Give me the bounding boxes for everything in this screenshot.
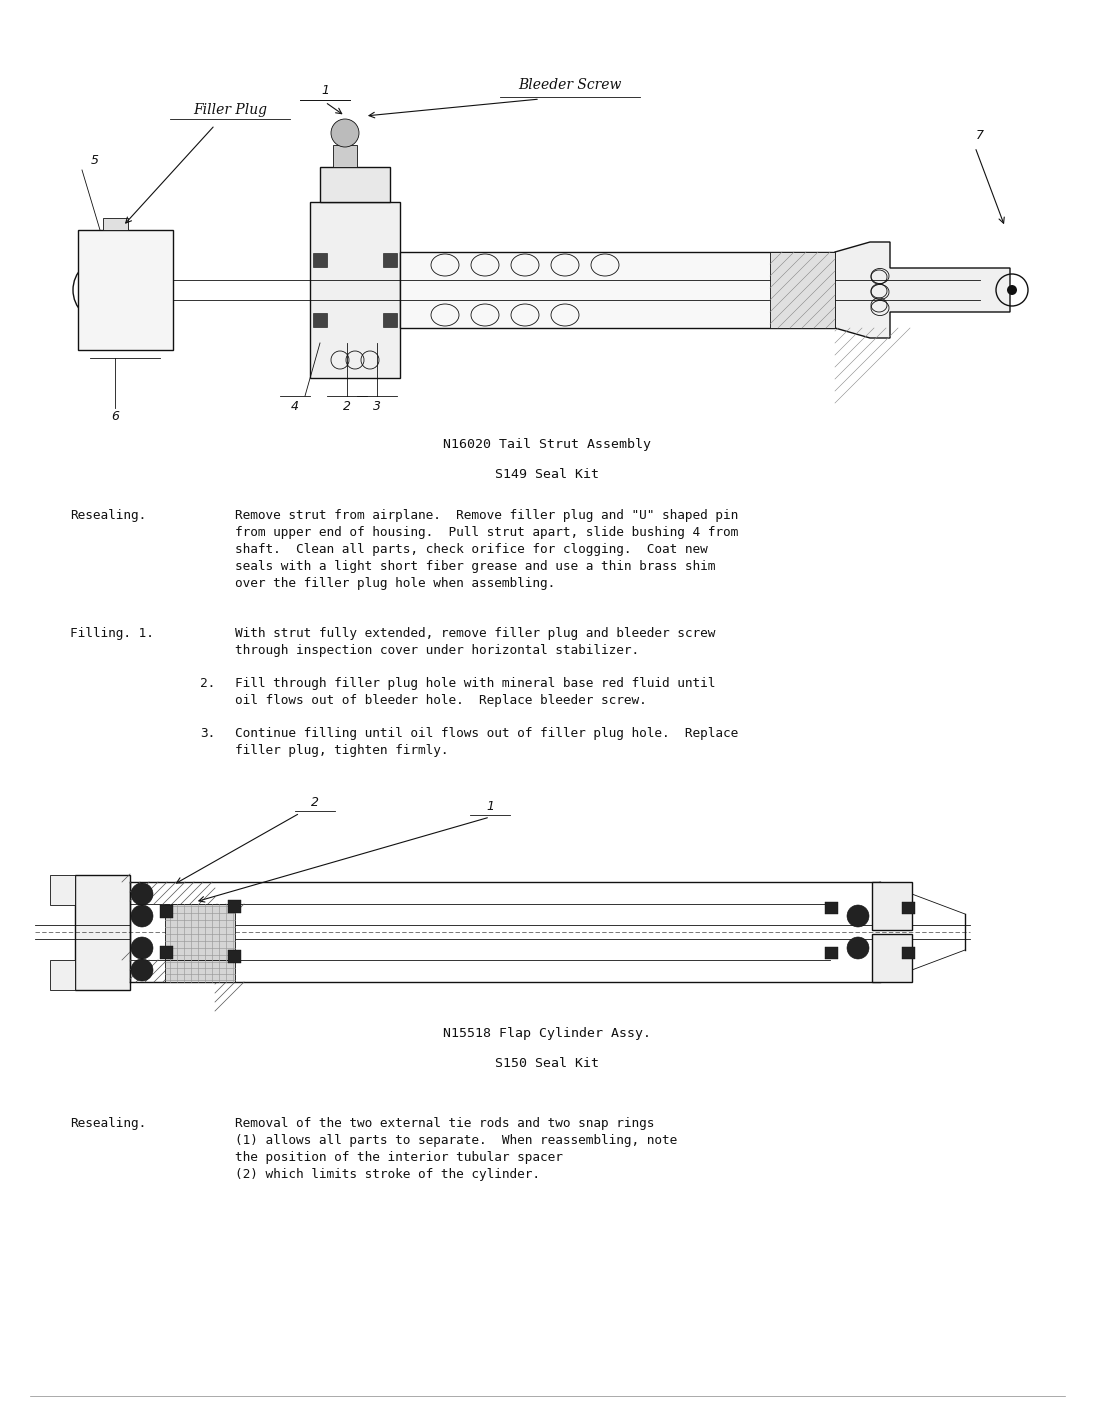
- Bar: [902, 947, 915, 959]
- Polygon shape: [835, 242, 1010, 338]
- Circle shape: [131, 905, 153, 928]
- Text: Filling. 1.: Filling. 1.: [70, 626, 154, 641]
- Bar: [313, 253, 327, 267]
- Text: 2: 2: [311, 796, 319, 809]
- Bar: [50, 874, 74, 905]
- Bar: [50, 960, 74, 990]
- Text: Fill through filler plug hole with mineral base red fluid until
oil flows out of: Fill through filler plug hole with miner…: [235, 677, 715, 707]
- Circle shape: [331, 119, 359, 147]
- Bar: [872, 935, 912, 981]
- Bar: [165, 960, 235, 981]
- Bar: [78, 230, 173, 351]
- Bar: [825, 947, 838, 959]
- Bar: [825, 902, 838, 913]
- Text: Resealing.: Resealing.: [70, 1117, 147, 1130]
- Text: S150 Seal Kit: S150 Seal Kit: [496, 1058, 599, 1070]
- Circle shape: [1007, 286, 1017, 296]
- Bar: [74, 874, 130, 990]
- Bar: [770, 252, 835, 328]
- Text: Removal of the two external tie rods and two snap rings
(1) allows all parts to : Removal of the two external tie rods and…: [235, 1117, 677, 1181]
- Text: 7: 7: [976, 129, 984, 141]
- Bar: [902, 902, 915, 913]
- Circle shape: [131, 937, 153, 959]
- Text: 3.: 3.: [200, 727, 216, 740]
- Bar: [310, 202, 400, 378]
- Text: Filler Plug: Filler Plug: [193, 103, 267, 117]
- Bar: [228, 899, 241, 913]
- Circle shape: [848, 937, 869, 959]
- Text: 2.: 2.: [200, 677, 216, 690]
- Bar: [333, 146, 357, 167]
- Bar: [103, 218, 128, 230]
- Bar: [160, 905, 173, 918]
- Text: 5: 5: [91, 154, 99, 167]
- Circle shape: [131, 882, 153, 905]
- Bar: [320, 167, 390, 202]
- Bar: [160, 946, 173, 959]
- Text: Remove strut from airplane.  Remove filler plug and "U" shaped pin
from upper en: Remove strut from airplane. Remove fille…: [235, 509, 738, 590]
- Text: Continue filling until oil flows out of filler plug hole.  Replace
filler plug, : Continue filling until oil flows out of …: [235, 727, 738, 756]
- Bar: [313, 312, 327, 327]
- Bar: [400, 252, 835, 328]
- Text: With strut fully extended, remove filler plug and bleeder screw
through inspecti: With strut fully extended, remove filler…: [235, 626, 715, 658]
- Text: S149 Seal Kit: S149 Seal Kit: [496, 468, 599, 481]
- Text: 2: 2: [343, 400, 351, 413]
- Text: 4: 4: [291, 400, 299, 413]
- Text: 3: 3: [373, 400, 381, 413]
- Text: Resealing.: Resealing.: [70, 509, 147, 522]
- Bar: [383, 312, 397, 327]
- Text: Bleeder Screw: Bleeder Screw: [518, 78, 622, 92]
- Text: 6: 6: [111, 410, 119, 423]
- Circle shape: [131, 959, 153, 981]
- Text: 1: 1: [321, 83, 328, 98]
- Circle shape: [97, 283, 112, 297]
- Bar: [383, 253, 397, 267]
- Text: 1: 1: [486, 800, 494, 813]
- Bar: [165, 904, 235, 960]
- Text: N16020 Tail Strut Assembly: N16020 Tail Strut Assembly: [443, 438, 652, 451]
- Bar: [872, 882, 912, 930]
- Text: N15518 Flap Cylinder Assy.: N15518 Flap Cylinder Assy.: [443, 1027, 652, 1041]
- Bar: [228, 950, 241, 963]
- Circle shape: [848, 905, 869, 928]
